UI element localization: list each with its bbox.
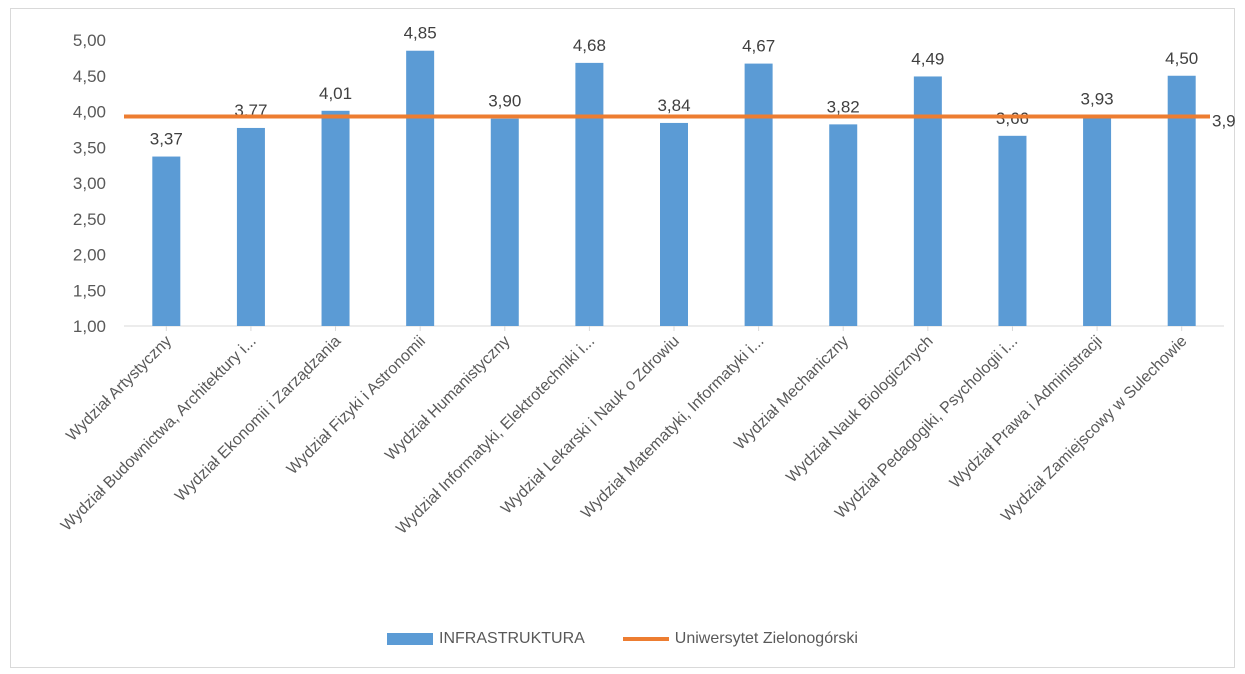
bar	[998, 135, 1027, 326]
bar	[1083, 116, 1112, 326]
bar	[660, 122, 688, 326]
reference-line-label: 3,9	[1212, 112, 1236, 131]
bar	[1167, 75, 1196, 326]
x-tick-label: Wydział Zamiejscowy w Sulechowie	[998, 333, 1190, 525]
legend-item-line: Uniwersytet Zielonogórski	[622, 630, 858, 648]
bar	[236, 127, 265, 326]
legend-bar-label: INFRASTRUKTURA	[439, 630, 585, 647]
bar	[490, 118, 519, 327]
x-tick-label: Wydział Fizyki i Astronomii	[284, 333, 429, 478]
y-tick-label: 2,00	[73, 246, 106, 265]
legend-line-swatch	[622, 637, 669, 641]
data-label: 4,68	[573, 36, 606, 55]
x-tick-label: Wydział Ekonomii i Zarządzania	[172, 333, 344, 505]
legend-bar-swatch	[387, 633, 434, 645]
bar	[406, 50, 435, 326]
data-label: 4,50	[1165, 49, 1198, 68]
data-label: 4,49	[911, 49, 944, 68]
x-tick-label: Wydział Nauk Biologicznych	[783, 333, 936, 486]
y-tick-label: 2,50	[73, 210, 106, 229]
y-tick-label: 5,00	[73, 31, 106, 50]
data-label: 4,67	[742, 37, 775, 56]
data-label: 4,85	[404, 24, 437, 43]
x-tick-label: Wydział Pedagogiki, Psychologii i...	[832, 333, 1021, 522]
bar	[913, 76, 942, 326]
legend-line-label: Uniwersytet Zielonogórski	[674, 630, 858, 647]
data-label: 3,84	[657, 96, 690, 115]
data-label: 3,90	[488, 92, 521, 111]
y-tick-label: 3,00	[73, 174, 106, 193]
x-tick-label: Wydział Matematyki, Informatyki i...	[578, 333, 767, 522]
x-tick-label: Wydział Budownictwa, Architektury i...	[58, 333, 260, 535]
y-tick-label: 3,50	[73, 138, 106, 157]
y-tick-label: 1,50	[73, 281, 106, 300]
legend-item-bars: INFRASTRUKTURA	[387, 630, 585, 648]
bar	[152, 156, 181, 326]
legend: INFRASTRUKTURA Uniwersytet Zielonogórski	[0, 630, 1245, 648]
x-tick-label: Wydział Lekarski i Nauk o Zdrowiu	[498, 333, 683, 518]
data-label: 3,82	[827, 97, 860, 116]
data-label: 3,37	[150, 130, 183, 149]
x-tick-label: Wydział Prawa i Administracji	[947, 333, 1106, 492]
y-tick-label: 4,50	[73, 67, 106, 86]
bar	[744, 63, 773, 326]
y-tick-label: 1,00	[73, 317, 106, 336]
bar	[829, 124, 858, 327]
data-label: 3,93	[1081, 90, 1114, 109]
data-label: 4,01	[319, 84, 352, 103]
y-tick-label: 4,00	[73, 103, 106, 122]
bar	[575, 62, 604, 326]
bar	[321, 110, 350, 326]
